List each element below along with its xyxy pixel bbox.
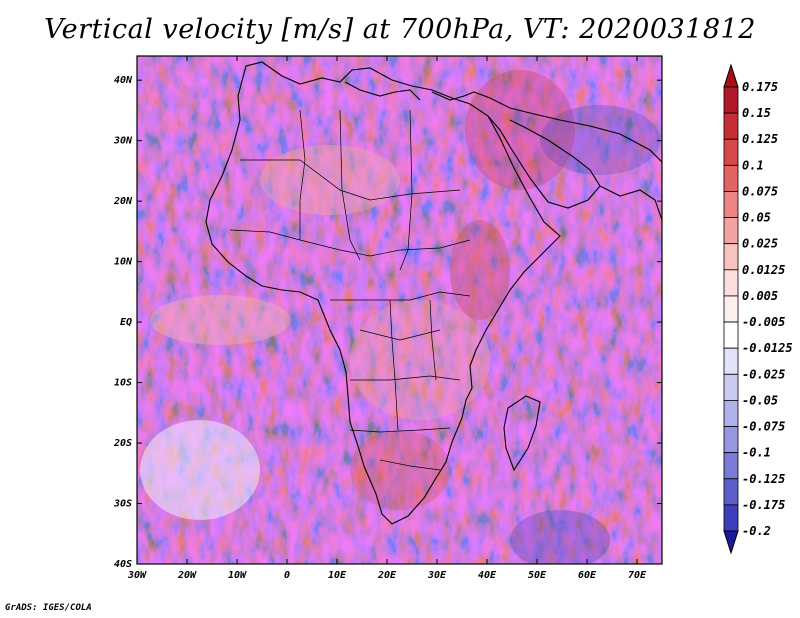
colorbar-swatch [723, 321, 739, 349]
colorbar-label: -0.2 [742, 524, 771, 538]
colorbar-label: -0.005 [742, 315, 785, 329]
colorbar-swatch [723, 347, 739, 375]
lat-tick-label: 20N [113, 196, 133, 207]
lat-axis: 40N 30N 20N 10N EQ 10S 20S 30S 40S [113, 75, 662, 570]
colorbar-swatch [723, 86, 739, 114]
lon-tick-label: 70E [628, 570, 647, 581]
lon-tick-label: 50E [528, 570, 547, 581]
colorbar-label: 0.15 [742, 106, 771, 120]
colorbar-swatch [723, 164, 739, 192]
colorbar-swatch [723, 478, 739, 506]
lon-tick-label: 0 [284, 570, 290, 581]
colorbar-swatch [723, 452, 739, 480]
colorbar-swatch [723, 400, 739, 427]
lon-tick-label: 10W [228, 570, 247, 581]
colorbar-swatch [723, 243, 739, 271]
colorbar-label: 0.075 [742, 184, 778, 198]
colorbar-label: -0.1 [742, 446, 771, 460]
colorbar-label: 0.0125 [742, 263, 785, 277]
colorbar-label: -0.175 [742, 498, 785, 512]
colorbar-label: 0.005 [742, 289, 778, 303]
colorbar-label: 0.1 [742, 158, 764, 172]
colorbar-swatch [723, 138, 739, 166]
colorbar-label: -0.05 [742, 393, 778, 407]
lat-tick-label: 30N [113, 136, 133, 147]
colorbar-label: -0.0125 [742, 341, 793, 355]
colorbar-label: 0.125 [742, 132, 778, 146]
colorbar-swatch [723, 504, 739, 532]
colorbar-label: -0.125 [742, 472, 785, 486]
country-borders [229, 109, 471, 471]
lat-tick-label: 30S [113, 499, 132, 510]
colorbar-swatch [723, 191, 739, 218]
velocity-field [137, 56, 662, 564]
lon-tick-label: 20E [377, 570, 397, 581]
colorbar-swatch [723, 373, 739, 401]
map-title: Vertical velocity [m/s] at 700hPa, VT: 2… [44, 14, 756, 45]
lat-tick-label: 40S [114, 559, 132, 570]
colorbar-label: -0.025 [742, 367, 785, 381]
lat-tick-label: 20S [113, 438, 132, 449]
colorbar-swatch [723, 426, 739, 454]
lon-tick-label: 30W [127, 570, 147, 581]
colorbar-swatch [723, 269, 739, 297]
lon-tick-label: 30E [427, 570, 447, 581]
colorbar-label: -0.075 [742, 420, 785, 434]
colorbar: 0.175 0.15 0.125 0.1 0.075 0.05 0.025 0.0125 0.0… [723, 63, 793, 555]
colorbar-top-arrow [723, 63, 739, 88]
lon-axis: 30W 20W 10W 0 10E 20E 30E 40E 50E 60E 70E [127, 56, 647, 581]
lat-tick-label: 10S [114, 378, 132, 389]
lat-tick-label: 40N [114, 75, 133, 86]
colorbar-bottom-arrow [723, 530, 739, 555]
lat-tick-label: EQ [120, 317, 132, 328]
lon-tick-label: 20W [177, 570, 197, 581]
colorbar-label: 0.025 [742, 237, 778, 251]
lon-tick-label: 60E [578, 570, 597, 581]
colorbar-label: 0.05 [742, 211, 771, 225]
lon-tick-label: 10E [328, 570, 347, 581]
colorbar-label: 0.175 [742, 80, 778, 94]
colorbar-swatch [723, 217, 739, 245]
plot-frame [136, 55, 663, 565]
lat-tick-label: 10N [114, 257, 133, 268]
coastlines [205, 61, 662, 525]
credit-label: GrADS: IGES/COLA [5, 603, 92, 613]
colorbar-swatch [723, 112, 739, 140]
lon-tick-label: 40E [478, 570, 497, 581]
colorbar-swatch [723, 295, 739, 323]
